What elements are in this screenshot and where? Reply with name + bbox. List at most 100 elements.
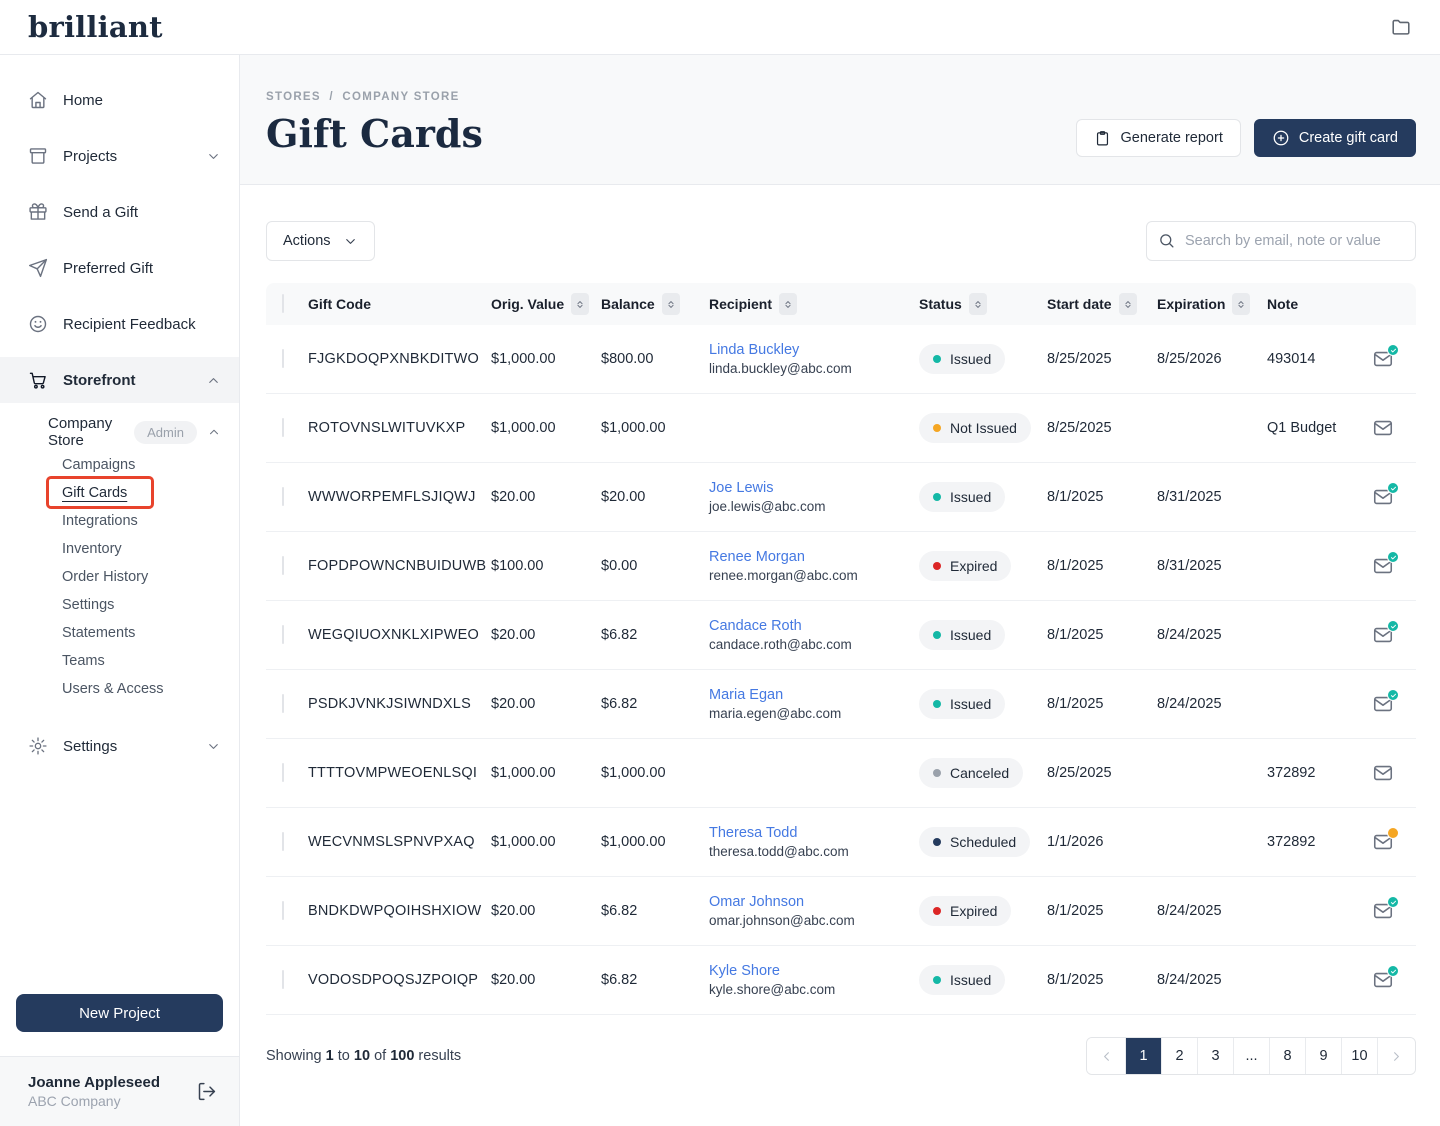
start-date-cell: 8/1/2025 xyxy=(1047,972,1104,988)
recipient-email: kyle.shore@abc.com xyxy=(709,982,836,997)
generate-report-button[interactable]: Generate report xyxy=(1076,119,1241,157)
sidebar-item-integrations[interactable]: Integrations xyxy=(62,513,138,529)
recipient-email: omar.johnson@abc.com xyxy=(709,913,855,928)
row-checkbox[interactable] xyxy=(282,763,284,782)
sidebar-item-recipient-feedback[interactable]: Recipient Feedback xyxy=(0,301,239,347)
sidebar-item-store-settings[interactable]: Settings xyxy=(62,597,115,613)
sidebar: Home Projects Send a Gift Preferred Gift… xyxy=(0,55,240,1126)
email-icon[interactable] xyxy=(1372,417,1394,439)
chevron-down-icon xyxy=(343,234,358,249)
sort-status[interactable] xyxy=(968,293,987,315)
start-date-cell: 8/1/2025 xyxy=(1047,696,1104,712)
gift-code-cell: FOPDPOWNCNBUIDUWB xyxy=(308,558,487,574)
email-icon[interactable] xyxy=(1372,344,1399,370)
plus-circle-icon xyxy=(1272,129,1290,147)
logout-icon[interactable] xyxy=(196,1081,217,1102)
pagination-page-button[interactable]: 2 xyxy=(1161,1038,1197,1074)
sidebar-item-company-store[interactable]: Company Store Admin xyxy=(0,413,239,451)
gift-code-cell: WECVNMSLSPNVPXAQ xyxy=(308,834,475,850)
table-row: WEGQIUOXNKLXIPWEO $20.00 $6.82 Candace Roth… xyxy=(266,601,1416,670)
recipient-email: theresa.todd@abc.com xyxy=(709,844,849,859)
recipient-name-link[interactable]: Joe Lewis xyxy=(709,480,774,496)
recipient-name-link[interactable]: Omar Johnson xyxy=(709,894,805,910)
home-icon xyxy=(28,90,48,110)
sidebar-item-projects[interactable]: Projects xyxy=(0,133,239,179)
balance-cell: $800.00 xyxy=(601,351,654,367)
recipient-name-link[interactable]: Renee Morgan xyxy=(709,549,805,565)
row-checkbox[interactable] xyxy=(282,625,284,644)
sidebar-item-teams[interactable]: Teams xyxy=(62,653,105,669)
sidebar-item-users-access[interactable]: Users & Access xyxy=(62,681,164,697)
recipient-cell: Kyle Shore kyle.shore@abc.com xyxy=(709,963,919,997)
sidebar-item-storefront[interactable]: Storefront xyxy=(0,357,239,403)
sidebar-item-statements[interactable]: Statements xyxy=(62,625,136,641)
recipient-name-link[interactable]: Candace Roth xyxy=(709,618,802,634)
sidebar-item-settings[interactable]: Settings xyxy=(0,723,239,769)
gift-code-cell: TTTTOVMPWEOENLSQI xyxy=(308,765,478,781)
email-icon[interactable] xyxy=(1372,896,1399,922)
folder-icon[interactable] xyxy=(1390,16,1412,38)
pagination-page-button[interactable]: 10 xyxy=(1341,1038,1377,1074)
sidebar-item-preferred-gift[interactable]: Preferred Gift xyxy=(0,245,239,291)
brand-logo[interactable]: brilliant xyxy=(28,10,163,44)
pagination-page-button[interactable]: 9 xyxy=(1305,1038,1341,1074)
row-checkbox[interactable] xyxy=(282,901,284,920)
breadcrumb-company-store[interactable]: COMPANY STORE xyxy=(342,91,460,103)
sort-balance[interactable] xyxy=(661,293,680,315)
recipient-name-link[interactable]: Linda Buckley xyxy=(709,342,800,358)
email-status-badge xyxy=(1387,344,1399,356)
sidebar-item-inventory[interactable]: Inventory xyxy=(62,541,122,557)
email-icon[interactable] xyxy=(1372,689,1399,715)
actions-dropdown[interactable]: Actions xyxy=(266,221,375,261)
sidebar-item-campaigns[interactable]: Campaigns xyxy=(62,457,136,473)
sort-expiration[interactable] xyxy=(1232,293,1251,315)
start-date-cell: 8/1/2025 xyxy=(1047,558,1104,574)
email-icon[interactable] xyxy=(1372,482,1399,508)
row-checkbox[interactable] xyxy=(282,349,284,368)
balance-cell: $1,000.00 xyxy=(601,834,666,850)
pagination-page-button[interactable]: 3 xyxy=(1197,1038,1233,1074)
sidebar-item-home[interactable]: Home xyxy=(0,77,239,123)
recipient-cell: Maria Egan maria.egen@abc.com xyxy=(709,687,919,721)
status-dot xyxy=(933,631,941,639)
balance-cell: $20.00 xyxy=(601,489,646,505)
status-dot xyxy=(933,700,941,708)
sidebar-item-order-history[interactable]: Order History xyxy=(62,569,149,585)
sort-start-date[interactable] xyxy=(1118,293,1137,315)
recipient-name-link[interactable]: Theresa Todd xyxy=(709,825,798,841)
pagination-prev-button[interactable] xyxy=(1087,1038,1125,1074)
sidebar-item-gift-cards[interactable]: Gift Cards xyxy=(0,476,239,509)
status-cell: Expired xyxy=(919,551,1047,581)
email-icon[interactable] xyxy=(1372,551,1399,577)
pagination-next-button[interactable] xyxy=(1377,1038,1415,1074)
row-checkbox[interactable] xyxy=(282,418,284,437)
main-content: STORES / COMPANY STORE Gift Cards Genera… xyxy=(240,55,1440,1126)
row-checkbox[interactable] xyxy=(282,487,284,506)
breadcrumb-stores[interactable]: STORES xyxy=(266,91,321,103)
email-icon[interactable] xyxy=(1372,827,1399,853)
sort-orig-value[interactable] xyxy=(571,293,590,315)
row-checkbox[interactable] xyxy=(282,970,284,989)
row-checkbox[interactable] xyxy=(282,556,284,575)
create-gift-card-button[interactable]: Create gift card xyxy=(1253,119,1416,157)
search-input[interactable] xyxy=(1146,221,1416,261)
chevron-up-icon xyxy=(206,373,221,388)
gift-code-cell: VODOSDPOQSJZPOIQP xyxy=(308,972,479,988)
recipient-name-link[interactable]: Kyle Shore xyxy=(709,963,780,979)
expiration-cell: 8/24/2025 xyxy=(1157,972,1222,988)
row-checkbox[interactable] xyxy=(282,694,284,713)
sidebar-item-send-a-gift[interactable]: Send a Gift xyxy=(0,189,239,235)
start-date-cell: 8/25/2025 xyxy=(1047,351,1112,367)
new-project-button[interactable]: New Project xyxy=(16,994,223,1032)
sort-recipient[interactable] xyxy=(779,293,798,315)
recipient-name-link[interactable]: Maria Egan xyxy=(709,687,784,703)
pagination-page-button[interactable]: 1 xyxy=(1125,1038,1161,1074)
pagination-page-button[interactable]: 8 xyxy=(1269,1038,1305,1074)
select-all-checkbox[interactable] xyxy=(282,294,284,313)
recipient-cell: Candace Roth candace.roth@abc.com xyxy=(709,618,919,652)
user-box: Joanne Appleseed ABC Company xyxy=(0,1056,239,1126)
row-checkbox[interactable] xyxy=(282,832,284,851)
email-icon[interactable] xyxy=(1372,620,1399,646)
email-icon[interactable] xyxy=(1372,762,1394,784)
email-icon[interactable] xyxy=(1372,965,1399,991)
